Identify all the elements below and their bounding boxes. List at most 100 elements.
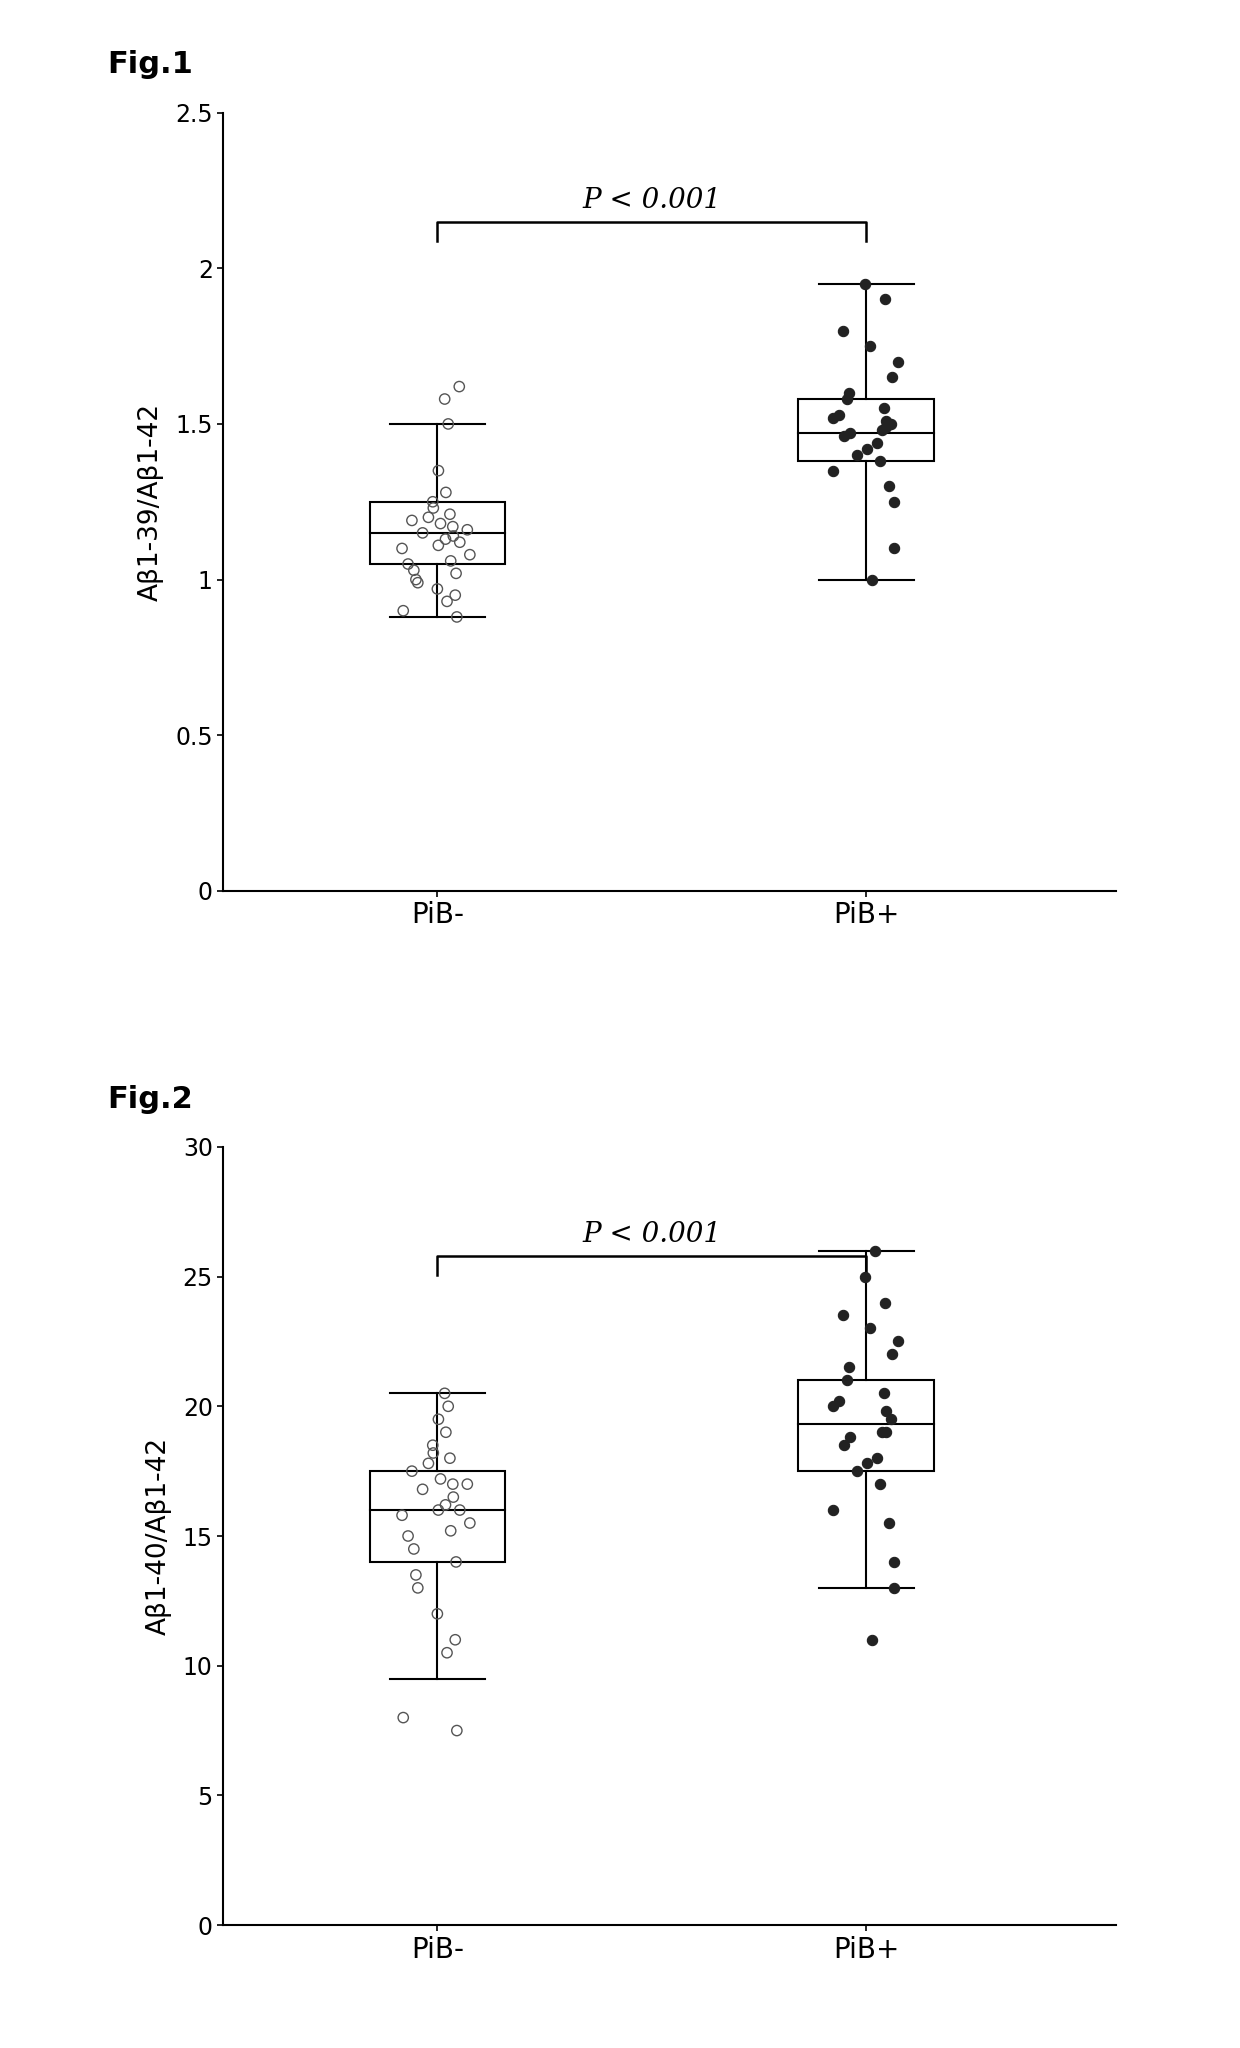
Point: [443, 1468, 463, 1501]
Point: [436, 586, 456, 618]
Point: [877, 412, 897, 444]
Point: [884, 532, 904, 565]
Point: [823, 1391, 843, 1423]
Text: P < 0.001: P < 0.001: [583, 1221, 722, 1247]
Point: [423, 1436, 443, 1468]
Point: [879, 469, 899, 502]
Point: [428, 1597, 448, 1630]
Point: [423, 1430, 443, 1462]
Point: [398, 547, 418, 580]
Text: Fig.1: Fig.1: [107, 51, 193, 80]
Point: [408, 1571, 428, 1604]
Point: [875, 1395, 895, 1427]
Bar: [370, 1470, 506, 1563]
Point: [875, 283, 895, 315]
Point: [823, 401, 843, 434]
Point: [429, 455, 449, 487]
Point: [882, 1403, 901, 1436]
Point: [857, 432, 877, 465]
Point: [838, 1352, 858, 1384]
Point: [423, 485, 443, 518]
Point: [450, 526, 470, 559]
Point: [872, 1415, 892, 1448]
Point: [440, 498, 460, 530]
Point: [435, 1376, 455, 1409]
Point: [862, 563, 882, 596]
Point: [835, 420, 854, 453]
Point: [874, 1376, 894, 1409]
Point: [839, 1421, 859, 1454]
Point: [823, 455, 843, 487]
Point: [877, 1415, 897, 1448]
Point: [436, 1636, 456, 1669]
Point: [857, 1448, 877, 1481]
Point: [429, 1493, 449, 1526]
Point: [444, 1481, 464, 1513]
Point: [833, 1298, 853, 1331]
Point: [430, 1462, 450, 1495]
Point: [423, 492, 443, 524]
Point: [460, 1507, 480, 1540]
Point: [404, 553, 424, 586]
Text: Fig.2: Fig.2: [107, 1085, 193, 1114]
Point: [839, 418, 859, 451]
Point: [393, 1702, 413, 1735]
Point: [435, 522, 455, 555]
Point: [440, 1442, 460, 1475]
Point: [428, 573, 448, 606]
Point: [440, 545, 460, 578]
Point: [419, 1448, 439, 1481]
Point: [440, 1513, 460, 1546]
Y-axis label: Aβ1-40/Aβ1-42: Aβ1-40/Aβ1-42: [145, 1438, 171, 1634]
Point: [413, 1473, 433, 1505]
Point: [413, 516, 433, 549]
Point: [866, 1235, 885, 1268]
Point: [446, 557, 466, 590]
Point: [435, 1489, 455, 1522]
Point: [460, 539, 480, 571]
Point: [875, 403, 895, 436]
Point: [446, 1714, 466, 1747]
Point: [436, 1415, 456, 1448]
Point: [867, 426, 887, 459]
Point: [446, 1546, 466, 1579]
Point: [882, 1337, 901, 1370]
Point: [446, 600, 466, 633]
Point: [438, 1391, 458, 1423]
Point: [835, 1430, 854, 1462]
Point: [405, 1559, 425, 1591]
Point: [869, 444, 889, 477]
Point: [402, 1454, 422, 1487]
Point: [882, 408, 901, 440]
Point: [436, 475, 456, 508]
Point: [419, 502, 439, 535]
Point: [888, 346, 908, 379]
Point: [833, 313, 853, 346]
Point: [838, 377, 858, 410]
Point: [429, 528, 449, 561]
Point: [458, 514, 477, 547]
Point: [861, 330, 880, 362]
Point: [450, 1493, 470, 1526]
Point: [443, 510, 463, 543]
Point: [882, 360, 901, 393]
Text: P < 0.001: P < 0.001: [583, 186, 722, 213]
Point: [869, 1468, 889, 1501]
Point: [445, 1624, 465, 1657]
Point: [847, 1454, 867, 1487]
Point: [847, 438, 867, 471]
Point: [888, 1325, 908, 1358]
Point: [874, 391, 894, 424]
Point: [823, 1493, 843, 1526]
Point: [879, 1507, 899, 1540]
Point: [867, 1442, 887, 1475]
Point: [402, 504, 422, 537]
Point: [430, 508, 450, 541]
Bar: [799, 1380, 934, 1470]
Point: [872, 414, 892, 446]
Point: [861, 1313, 880, 1346]
Point: [449, 371, 469, 403]
Point: [828, 397, 848, 430]
Point: [837, 1364, 857, 1397]
Point: [393, 594, 413, 627]
